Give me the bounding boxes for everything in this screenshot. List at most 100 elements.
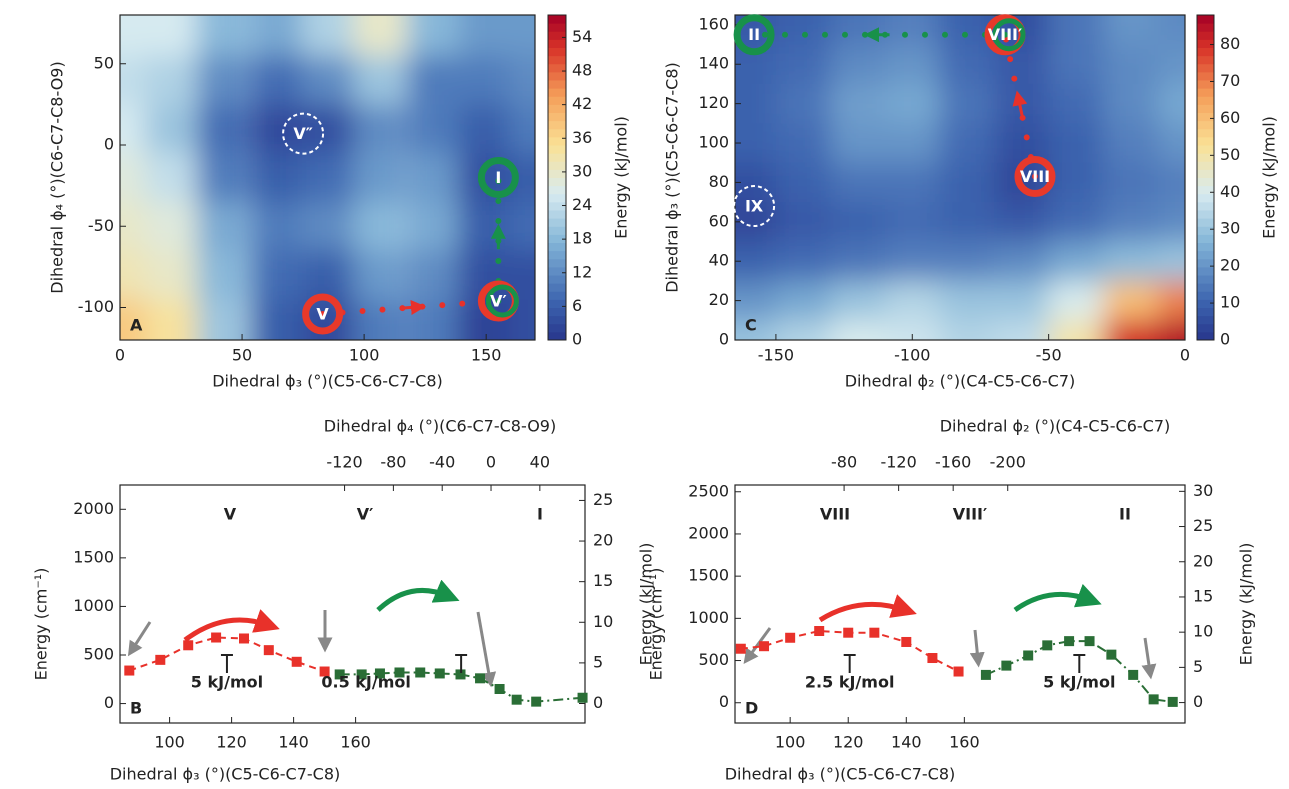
colorbar-tick-label: 20 [1220, 256, 1240, 275]
heat-cell [939, 241, 996, 282]
point [434, 668, 445, 679]
heat-cell [458, 15, 511, 57]
barrier-label: 5 kJ/mol [191, 673, 263, 692]
colorbar-step [1197, 234, 1214, 243]
x2-tick-label: -200 [990, 453, 1026, 472]
heat-cell [353, 299, 406, 340]
colorbar-step [1197, 161, 1214, 170]
colorbar-step [548, 80, 566, 89]
colorbar-step [548, 39, 566, 48]
heat-cell [1103, 162, 1159, 204]
y2-tick-label: 25 [1193, 516, 1213, 535]
heat-cell [509, 55, 535, 106]
colorbar-step [1197, 71, 1214, 81]
x-tick-label: 100 [775, 733, 806, 752]
heat-cell [196, 153, 250, 203]
colorbar-step [548, 218, 566, 227]
x2-tick-label: 0 [486, 453, 496, 472]
colorbar-tick-label: 80 [1220, 34, 1240, 53]
heat-cell [1157, 280, 1185, 322]
barrier-label: 5 kJ/mol [1043, 673, 1115, 692]
y-tick-label: 0 [719, 330, 729, 349]
point [415, 667, 426, 678]
heat-cell [939, 83, 996, 125]
point [291, 656, 302, 667]
heat-cell [775, 162, 832, 204]
heat-cell [353, 15, 406, 57]
heat-cell [1103, 15, 1159, 46]
heat-cell [830, 83, 886, 125]
colorbar-step [548, 88, 566, 97]
heat-cell [458, 201, 511, 252]
heat-cell [1103, 320, 1159, 340]
colorbar-step [548, 71, 566, 81]
y-tick-label: 1500 [73, 547, 114, 566]
heat-cell [775, 15, 832, 46]
x-tick-label: 160 [340, 733, 371, 752]
heat-cell [250, 250, 303, 301]
x-tick-label: -50 [1036, 346, 1062, 365]
colorbar-step [1197, 63, 1214, 73]
colorbar-frame [547, 14, 567, 341]
y-tick-label: 0 [719, 692, 729, 711]
y-tick-label: 100 [698, 133, 729, 152]
colorbar-step [1197, 136, 1214, 146]
colorbar-tick-label: 48 [572, 61, 592, 80]
heat-cell [458, 104, 511, 155]
plot-frame [734, 14, 1186, 341]
colorbar-step [548, 210, 566, 219]
colorbar-step [548, 307, 566, 317]
colorbar-step [1197, 104, 1214, 113]
colorbar-step [548, 185, 566, 195]
colorbar-step [1197, 31, 1214, 40]
heat-cell [939, 123, 996, 164]
heat-cell [735, 162, 777, 204]
heat-cell [885, 15, 941, 46]
colorbar-step [1197, 39, 1214, 48]
point [455, 669, 466, 680]
colorbar-step [1197, 201, 1214, 211]
colorbar-step [1197, 88, 1214, 97]
heat-cell [939, 320, 996, 340]
colorbar-step [1197, 193, 1214, 203]
point [211, 632, 222, 643]
heat-cell [1103, 241, 1159, 282]
state-marker [477, 157, 519, 198]
colorbar-step [548, 234, 566, 243]
y-tick-label: 0 [104, 693, 114, 712]
colorbar-step [548, 331, 566, 341]
heat-cell [885, 320, 941, 340]
y-axis-label: Energy (cm⁻¹) [32, 568, 51, 681]
y2-tick-label: 15 [593, 571, 613, 590]
colorbar-step [548, 47, 566, 57]
heat-cell [775, 320, 832, 340]
heatmap-cells [735, 15, 1185, 340]
heatmap [735, 15, 1185, 340]
colorbar-step [1197, 299, 1214, 308]
point [374, 668, 385, 679]
panel-label: D [745, 699, 758, 718]
state-marker [282, 112, 325, 155]
y-tick-label: 1000 [688, 608, 729, 627]
colorbar-tick-label: 54 [572, 27, 592, 46]
point [577, 692, 588, 703]
heat-cell [1157, 202, 1185, 243]
heat-cell [775, 241, 832, 282]
state-label: V″ [293, 124, 313, 143]
heat-cell [830, 202, 886, 243]
state-marker [733, 14, 775, 56]
y-tick-label: 140 [698, 54, 729, 73]
x-tick-label: 50 [232, 346, 252, 365]
heat-cell [406, 153, 460, 203]
colorbar-step [1197, 47, 1214, 57]
heatmap-cells [120, 15, 535, 340]
y-tick-label: 20 [709, 290, 729, 309]
heat-cell [1048, 202, 1105, 243]
heat-cell [196, 55, 250, 106]
colorbar-step [1197, 242, 1214, 252]
x-tick-label: 0 [115, 346, 125, 365]
y2-tick-label: 0 [1193, 692, 1203, 711]
colorbar-step [548, 226, 566, 235]
heat-cell [250, 104, 303, 155]
x2-tick-label: -80 [380, 453, 406, 472]
